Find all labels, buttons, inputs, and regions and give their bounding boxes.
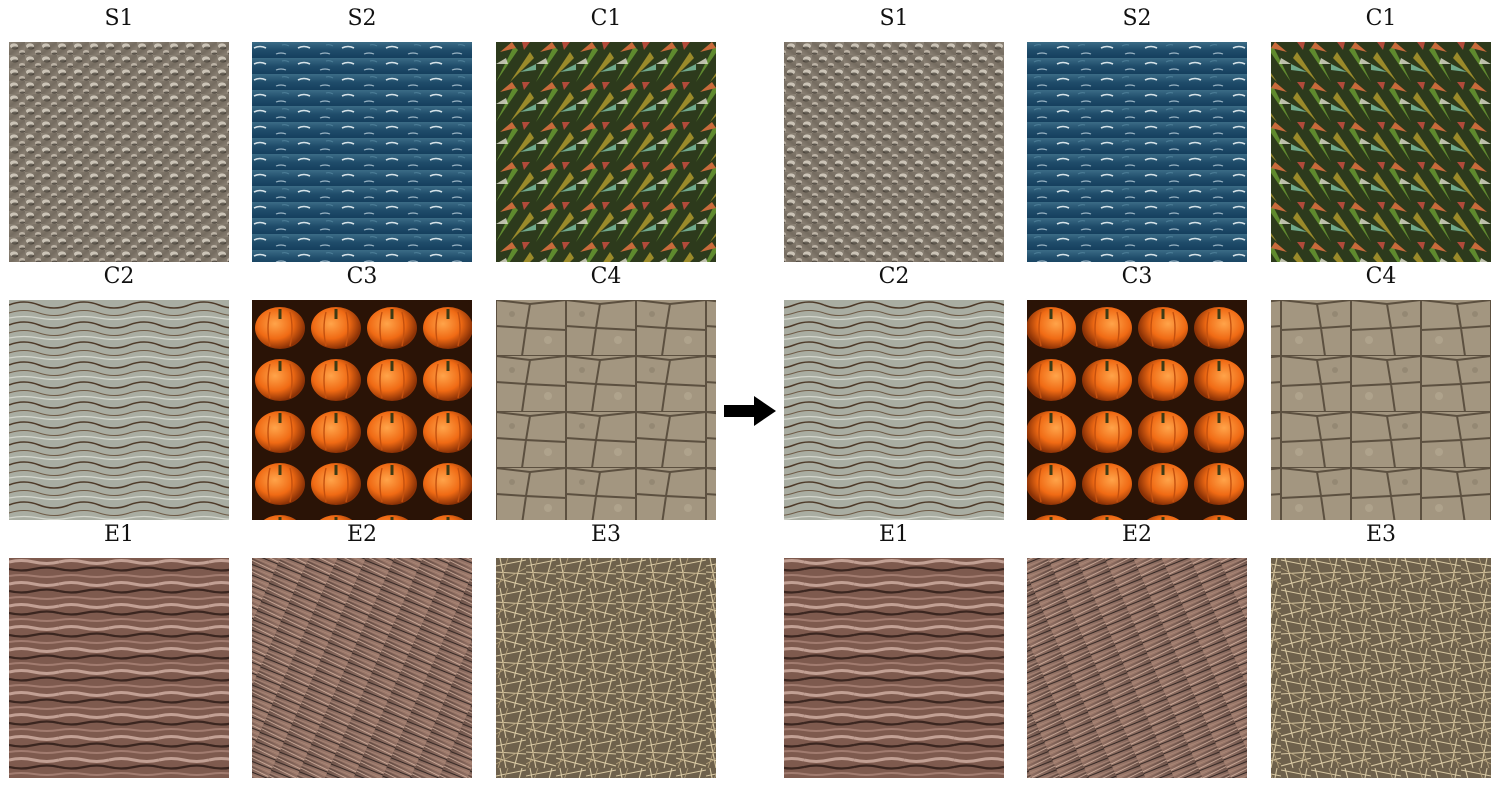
texture-cell-input-c1: C1 xyxy=(496,0,716,262)
texture-image-painted-foliage xyxy=(496,42,716,262)
texture-label: C4 xyxy=(1365,264,1397,289)
texture-cell-input-e3: E3 xyxy=(496,516,716,778)
texture-label: C4 xyxy=(590,264,622,289)
texture-cell-output-c4: C4 xyxy=(1271,258,1491,520)
texture-image-pebbled-metal xyxy=(9,42,229,262)
texture-image-fur xyxy=(1027,558,1247,778)
right-arrow-icon xyxy=(724,396,776,426)
texture-label: E1 xyxy=(878,522,910,547)
texture-label: S1 xyxy=(104,6,134,31)
texture-image-ocean-waves xyxy=(252,42,472,262)
texture-image-fur xyxy=(252,558,472,778)
texture-image-pumpkins xyxy=(252,300,472,520)
texture-cell-input-c2: C2 xyxy=(9,258,229,520)
texture-cell-input-c3: C3 xyxy=(252,258,472,520)
texture-label: C3 xyxy=(1121,264,1153,289)
texture-cell-input-s1: S1 xyxy=(9,0,229,262)
texture-label: C1 xyxy=(1365,6,1397,31)
texture-label: E3 xyxy=(1365,522,1397,547)
texture-image-pebbled-metal xyxy=(784,42,1004,262)
texture-image-tree-bark xyxy=(784,558,1004,778)
texture-cell-input-c4: C4 xyxy=(496,258,716,520)
texture-cell-input-e1: E1 xyxy=(9,516,229,778)
texture-label: E3 xyxy=(590,522,622,547)
texture-image-dry-grass xyxy=(1271,558,1491,778)
texture-label: C2 xyxy=(878,264,910,289)
texture-cell-output-c2: C2 xyxy=(784,258,1004,520)
texture-image-ocean-waves xyxy=(1027,42,1247,262)
texture-label: C2 xyxy=(103,264,135,289)
texture-cell-output-e2: E2 xyxy=(1027,516,1247,778)
texture-cell-output-s1: S1 xyxy=(784,0,1004,262)
texture-cell-output-c3: C3 xyxy=(1027,258,1247,520)
texture-label: S1 xyxy=(879,6,909,31)
texture-label: E2 xyxy=(1121,522,1153,547)
texture-label: E1 xyxy=(103,522,135,547)
texture-image-weathered-wood xyxy=(784,300,1004,520)
texture-image-dry-grass xyxy=(496,558,716,778)
texture-image-tree-bark xyxy=(9,558,229,778)
texture-image-weathered-wood xyxy=(9,300,229,520)
texture-cell-output-e3: E3 xyxy=(1271,516,1491,778)
texture-image-stone-wall xyxy=(496,300,716,520)
texture-image-stone-wall xyxy=(1271,300,1491,520)
texture-cell-input-s2: S2 xyxy=(252,0,472,262)
texture-image-pumpkins xyxy=(1027,300,1247,520)
texture-label: C1 xyxy=(590,6,622,31)
texture-label: S2 xyxy=(1122,6,1152,31)
texture-label: E2 xyxy=(346,522,378,547)
texture-cell-output-e1: E1 xyxy=(784,516,1004,778)
texture-cell-output-c1: C1 xyxy=(1271,0,1491,262)
texture-cell-input-e2: E2 xyxy=(252,516,472,778)
texture-label: S2 xyxy=(347,6,377,31)
texture-label: C3 xyxy=(346,264,378,289)
texture-image-painted-foliage xyxy=(1271,42,1491,262)
texture-cell-output-s2: S2 xyxy=(1027,0,1247,262)
